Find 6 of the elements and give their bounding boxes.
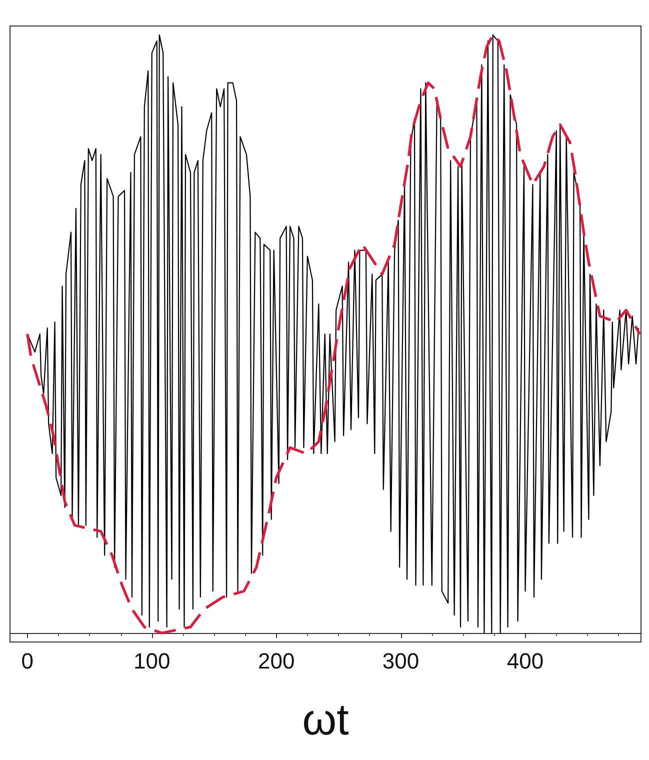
x-tick-label: 0: [21, 648, 34, 674]
x-axis-title: ωt: [302, 696, 349, 744]
x-tick-label: 300: [382, 648, 420, 674]
x-tick-label: 100: [134, 648, 170, 674]
x-tick-label: 400: [506, 648, 544, 674]
x-tick-label: 200: [258, 648, 295, 674]
